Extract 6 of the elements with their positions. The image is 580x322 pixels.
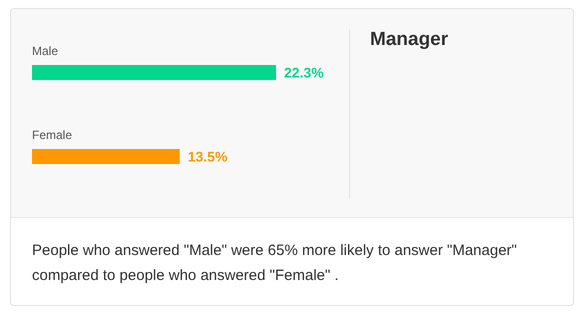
text: People who answered "Male" were 65% more likely to answer "Manager" compared to people who answered "Female" .: [32, 241, 518, 286]
text: Manager: [370, 29, 448, 52]
y-tick-label: Female: [32, 128, 72, 142]
data-label: 13.5%: [188, 148, 228, 164]
y-tick-label: Male: [32, 44, 58, 58]
data-label: 22.3%: [284, 64, 324, 80]
